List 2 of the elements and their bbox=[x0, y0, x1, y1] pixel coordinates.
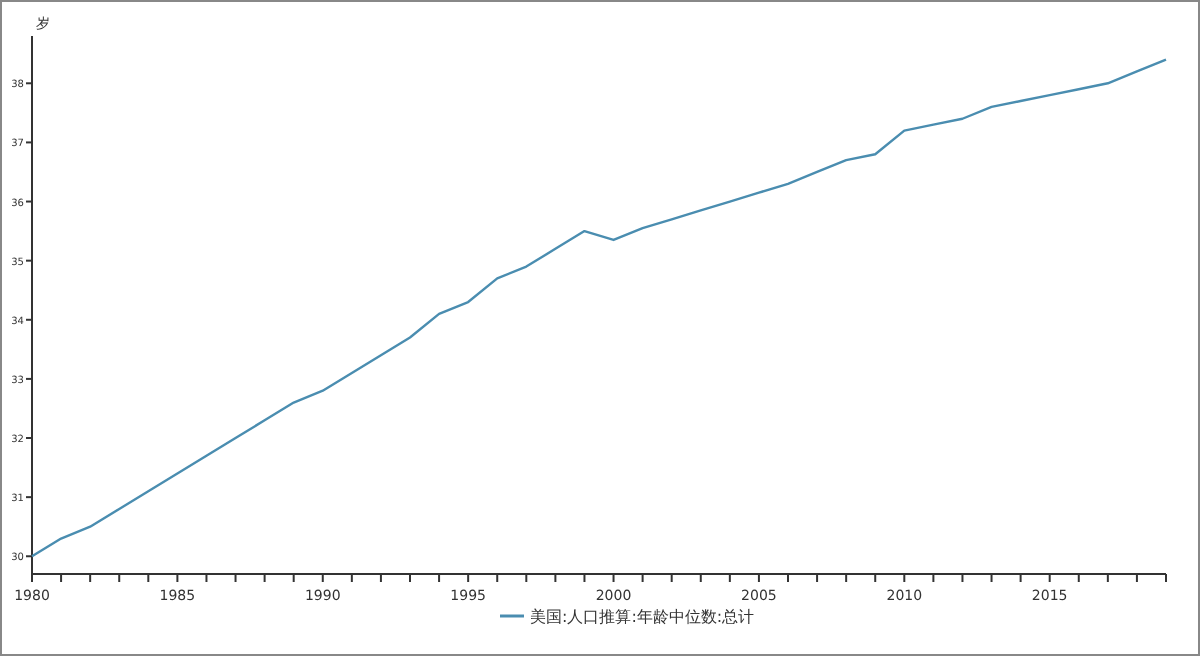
legend-label: 美国:人口推算:年龄中位数:总计 bbox=[530, 608, 755, 626]
line-series bbox=[30, 58, 1168, 558]
